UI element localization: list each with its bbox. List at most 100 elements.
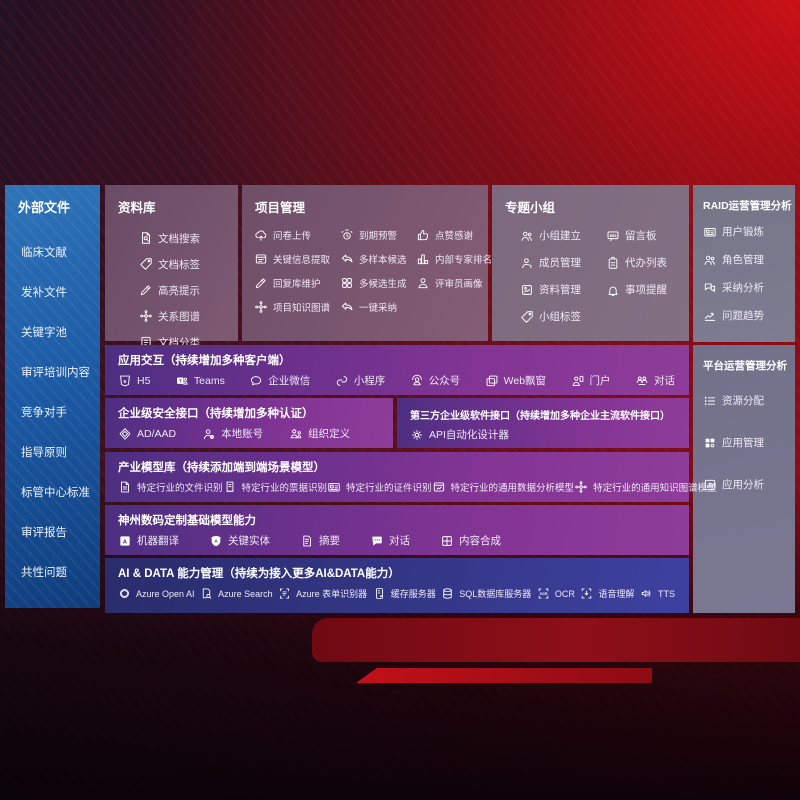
adopt-arrow-icon — [340, 300, 354, 314]
compose-icon — [440, 534, 454, 548]
item-bbs[interactable]: BBS 留言板 — [606, 228, 689, 243]
sidebar-items: 临床文献 发补文件 关键字池 审评培训内容 竞争对手 指导原则 标管中心标准 审评报告共性问题 — [5, 232, 100, 592]
item-label: 应用分析 — [722, 479, 764, 491]
item-ad-diamond[interactable]: AD/AAD — [118, 427, 176, 441]
item-member[interactable]: 成员管理 — [520, 255, 606, 270]
row-title: AI & DATA 能力管理（持续为接入更多AI&DATA能力） — [118, 568, 400, 580]
item-ocr[interactable]: OCR OCR — [537, 587, 575, 600]
item-grid-gen[interactable]: 多候选生成 — [340, 276, 416, 290]
tag-icon — [139, 257, 153, 271]
item-text[interactable]: 临床文献 — [5, 232, 100, 272]
item-label: 本地账号 — [221, 428, 264, 440]
item-teams[interactable]: T Teams — [175, 374, 225, 388]
clipboard-icon — [606, 256, 620, 270]
item-receipt[interactable]: 特定行业的票据识别 — [223, 480, 327, 494]
doc-search-icon — [139, 231, 153, 245]
item-qa-chat[interactable]: 采纳分析 — [703, 280, 795, 295]
api-gear-icon — [410, 428, 424, 442]
item-text[interactable]: 标管中心标准 — [5, 472, 100, 512]
item-graph[interactable]: 关系图谱 — [105, 303, 238, 329]
item-form-rec[interactable]: Azure 表单识别器 — [278, 587, 367, 600]
item-summary[interactable]: 摘要 — [300, 533, 340, 548]
panel-title: 平台运营管理分析 — [703, 360, 787, 372]
item-people[interactable]: 小组建立 — [520, 228, 606, 243]
doc-file-icon — [118, 480, 132, 494]
item-clipboard[interactable]: 代办列表 — [606, 255, 689, 270]
item-label: TTS — [657, 588, 675, 599]
item-web-window[interactable]: Web飘窗 — [485, 373, 546, 388]
row-title: 神州数码定制基础模型能力 — [118, 515, 256, 527]
item-duihua[interactable]: 对话 — [635, 373, 675, 388]
item-tts[interactable]: TTS — [640, 587, 675, 600]
item-cache-server[interactable]: 缓存服务器 — [373, 587, 436, 600]
item-rank[interactable]: 内部专家排名 — [416, 252, 492, 266]
item-text[interactable]: 竞争对手 — [5, 392, 100, 432]
item-trend[interactable]: 问题趋势 — [703, 308, 795, 323]
item-thumbs-up[interactable]: 点赞感谢 — [416, 228, 492, 242]
item-id-card[interactable]: 用户锻炼 — [703, 224, 795, 239]
item-local-acct[interactable]: 本地账号 — [202, 426, 263, 441]
item-alarm[interactable]: 到期预警 — [340, 228, 416, 242]
item-speech[interactable]: 语音理解 — [580, 587, 634, 600]
item-list-alloc[interactable]: 资源分配 — [703, 393, 795, 408]
item-text[interactable]: 发补文件 — [5, 272, 100, 312]
item-label: 小程序 — [353, 375, 386, 387]
item-sql-db[interactable]: SQL数据库服务器 — [441, 587, 531, 600]
cache-server-icon — [373, 587, 386, 600]
teams-icon: T — [175, 374, 189, 388]
item-entity-shield[interactable]: A 关键实体 — [209, 533, 270, 548]
item-doc-search[interactable]: 文档搜索 — [105, 225, 238, 251]
item-api-gear[interactable]: API自动化设计器 — [410, 427, 509, 442]
item-album[interactable]: 资料管理 — [520, 282, 606, 297]
item-h5[interactable]: 5 H5 — [118, 374, 150, 388]
item-kg-graph[interactable]: 特定行业的通用知识图谱模型 — [574, 480, 717, 494]
item-text[interactable]: 指导原则 — [5, 432, 100, 472]
item-reply-arrow[interactable]: 多样本候选 — [340, 252, 416, 266]
item-apps[interactable]: 应用管理 — [703, 435, 795, 450]
svg-text:OCR: OCR — [540, 592, 548, 596]
item-wecom[interactable]: 企业微信 — [249, 373, 310, 388]
item-az-search[interactable]: Azure Search — [200, 587, 273, 600]
item-label: 多候选生成 — [359, 279, 407, 290]
item-label: 点赞感谢 — [435, 231, 474, 242]
item-openai[interactable]: Azure Open AI — [118, 587, 195, 600]
item-translate[interactable]: A 机器翻译 — [118, 533, 179, 548]
roles-icon — [703, 253, 717, 267]
item-org[interactable]: 组织定义 — [289, 426, 350, 441]
item-cloud-upload[interactable]: 问卷上传 — [254, 228, 340, 242]
item-tag[interactable]: 文档标签 — [105, 251, 238, 277]
item-kg-graph[interactable]: 项目知识图谱 — [254, 300, 340, 314]
tag-icon — [520, 310, 534, 324]
item-doc-extract[interactable]: 关键信息提取 — [254, 252, 340, 266]
item-pen[interactable]: 回复库维护 — [254, 276, 340, 290]
item-text[interactable]: 审评报告 — [5, 512, 100, 552]
item-label: SQL数据库服务器 — [459, 589, 532, 599]
item-label: 多样本候选 — [359, 255, 407, 266]
row-items: A 机器翻译 A 关键实体 摘要 对话 内容合成 — [105, 533, 689, 548]
item-cert-card[interactable]: 特定行业的证件识别 — [327, 480, 432, 494]
item-label: 问卷上传 — [273, 231, 312, 242]
item-doc-file[interactable]: 特定行业的文件识别 — [118, 480, 223, 494]
minip-icon — [335, 374, 349, 388]
item-label: 内部专家排名 — [435, 255, 493, 266]
item-compose[interactable]: 内容合成 — [440, 533, 501, 548]
item-adopt-arrow[interactable]: 一键采纳 — [340, 300, 416, 314]
item-data-model[interactable]: 特定行业的通用数据分析模型 — [432, 480, 574, 494]
item-roles[interactable]: 角色管理 — [703, 252, 795, 267]
item-minip[interactable]: 小程序 — [335, 373, 386, 388]
item-app-chart[interactable]: 应用分析 — [703, 477, 795, 492]
item-bell[interactable]: 事项提醒 — [606, 282, 689, 297]
item-portal[interactable]: 门户 — [571, 373, 611, 388]
item-gzh[interactable]: 公众号 — [410, 373, 460, 388]
item-label: 特定行业的通用知识图谱模型 — [593, 483, 717, 494]
item-tag[interactable]: 小组标签 — [520, 309, 606, 324]
item-label: 共性问题 — [21, 567, 67, 579]
gzh-icon — [410, 374, 424, 388]
item-text[interactable]: 审评培训内容 — [5, 352, 100, 392]
item-highlight-pen[interactable]: 高亮提示 — [105, 277, 238, 303]
item-text[interactable]: 关键字池 — [5, 312, 100, 352]
item-person[interactable]: 评审员画像 — [416, 276, 492, 290]
item-text[interactable]: 共性问题 — [5, 552, 100, 592]
item-chat-dots[interactable]: 对话 — [370, 533, 410, 548]
